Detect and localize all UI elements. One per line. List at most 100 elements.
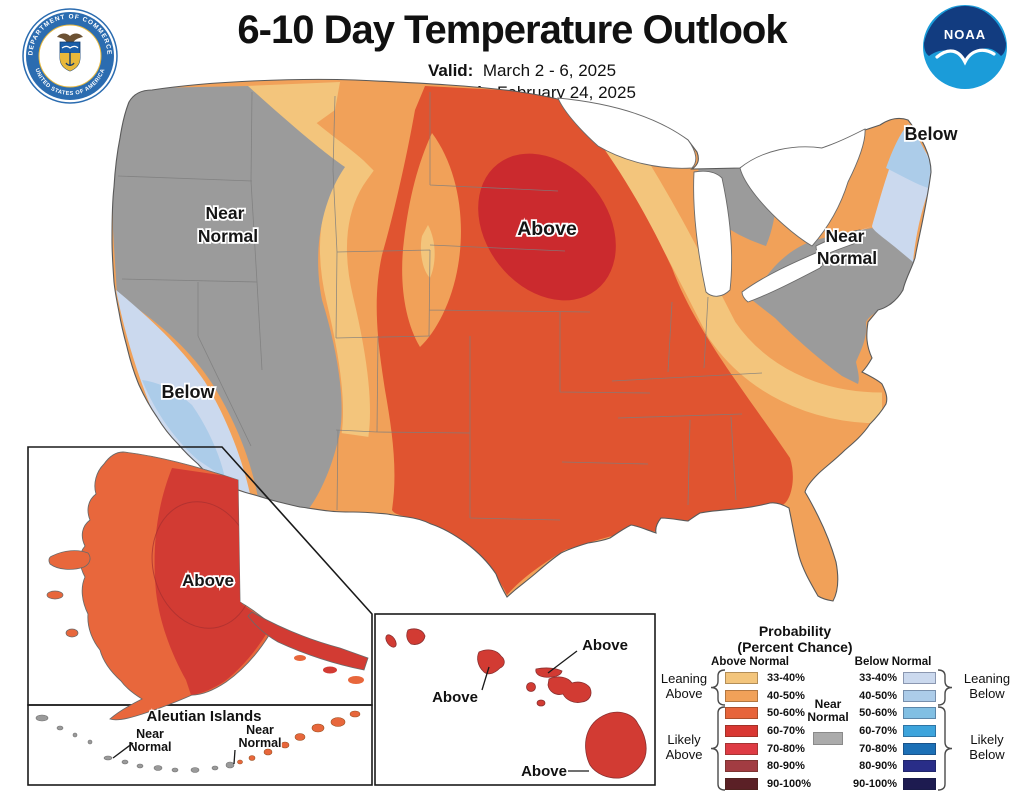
above-range-33-40: 33-40% [767,672,805,684]
lake-superior [557,97,697,169]
above-range-70-80: 70-80% [767,743,805,755]
above-range-40-50: 40-50% [767,690,805,702]
legend-title: Probability (Percent Chance) [685,623,905,655]
above-swatch-90-100 [725,778,758,790]
island-kauai [406,628,426,645]
below-swatch-70-80 [903,743,936,755]
island-kahoolawe [536,699,546,707]
leaning-below-brace [937,669,953,706]
likely-below-brace [937,706,953,791]
hawaii-inset-box [374,613,656,786]
below-swatch-33-40 [903,672,936,684]
below-swatch-40-50 [903,690,936,702]
legend-near-normal-swatch [813,732,843,745]
below-range-40-50: 40-50% [859,690,897,702]
label-central-above: Above [517,218,577,240]
island-hawaii [585,711,647,779]
conus-region-below-40-50-california [142,380,225,478]
island-niihau [385,634,397,648]
label-east-near-normal-line2: Normal [817,248,877,268]
above-swatch-80-90 [725,760,758,772]
label-hawaii-above-1: Above [582,637,628,654]
conus-region-above-33-40-east-band [604,133,883,424]
below-range-50-60: 50-60% [859,707,897,719]
below-range-60-70: 60-70% [859,725,897,737]
below-range-70-80: 70-80% [859,743,897,755]
nunivak-island [65,628,79,638]
lake-ontario [815,229,862,258]
label-aleutian-near2-line1: Near [246,723,274,737]
legend-likely-above-label: Likely Above [665,732,703,762]
label-hawaii-above-2: Above [432,689,478,706]
lake-huron [739,128,866,247]
alaska-panhandle [247,611,369,671]
aleutian-inset: Aleutian Islands Near Normal Near Normal [35,707,361,773]
hawaii-inset: Above Above Above [385,628,647,781]
label-west-below: Below [161,382,215,402]
probability-legend: Probability (Percent Chance) Above Norma… [655,612,1024,792]
alaska-region-above-60-70 [154,468,271,695]
legend-above-normal-header: Above Normal [711,656,789,668]
island-maui [547,676,592,703]
legend-leaning-above-label: Leaning Above [660,671,708,701]
above-swatch-70-80 [725,743,758,755]
aleutian-islands-gray [35,714,235,773]
aleutian-pointer-2 [233,749,236,765]
alaska-island [294,655,306,661]
below-range-90-100: 90-100% [852,778,897,790]
below-swatch-60-70 [903,725,936,737]
below-range-80-90: 80-90% [859,760,897,772]
conus-coastline [111,78,932,602]
valid-value: March 2 - 6, 2025 [482,61,617,80]
below-swatch-50-60 [903,707,936,719]
st-lawrence-island [46,590,64,600]
department-of-commerce-seal-icon: DEPARTMENT OF COMMERCE UNITED STATES OF … [22,8,118,104]
below-swatch-90-100 [903,778,936,790]
above-swatch-40-50 [725,690,758,702]
hawaii-pointer-1 [547,650,578,674]
label-west-near-normal-line2: Normal [198,226,258,246]
legend-title-line1: Probability [758,623,832,639]
leaning-above-brace [710,669,726,706]
label-east-below: Below [904,124,958,144]
alaska-seward-peninsula [48,550,91,570]
aleutian-inset-box [27,704,373,786]
above-swatch-60-70 [725,725,758,737]
label-alaska-above: Above [182,571,234,590]
state-borders [117,91,763,521]
conus-region-above-60-70 [478,153,616,301]
conus-region-below-40-50-maine [886,124,931,188]
island-lanai [526,682,536,692]
legend-near-normal-label: Near Normal [807,697,849,724]
aleutian-pointer-1 [112,742,134,759]
alaska-inset-box [27,446,373,706]
likely-above-brace [710,706,726,791]
page-title: 6-10 Day Temperature Outlook [237,8,787,52]
label-west-near-normal-line1: Near [206,203,245,223]
legend-title-line2: (Percent Chance) [737,639,853,655]
island-oahu [477,649,505,675]
above-swatch-50-60 [725,707,758,719]
hawaii-pointer-2 [481,666,490,691]
noaa-logo-icon: NOAA [923,5,1007,89]
valid-label: Valid: [428,61,474,80]
above-range-50-60: 50-60% [767,707,805,719]
above-range-80-90: 80-90% [767,760,805,772]
below-range-33-40: 33-40% [859,672,897,684]
valid-line: Valid: March 2 - 6, 2025 [428,60,636,82]
alaska-island [323,666,337,674]
great-lakes [557,97,866,303]
aleutian-islands-orange [237,710,361,765]
alaska-island [348,676,364,684]
label-aleutian-near1-line1: Near [136,727,164,741]
legend-likely-below-label: Likely Below [969,732,1005,762]
label-hawaii-above-3: Above [521,763,567,780]
above-range-90-100: 90-100% [767,778,812,790]
conus-region-above-33-40-swirl-core [420,225,435,278]
below-swatch-80-90 [903,760,936,772]
lake-michigan [693,170,733,297]
label-aleutian-near1-line2: Normal [128,740,171,754]
conus-region-near-normal-west [112,86,345,514]
